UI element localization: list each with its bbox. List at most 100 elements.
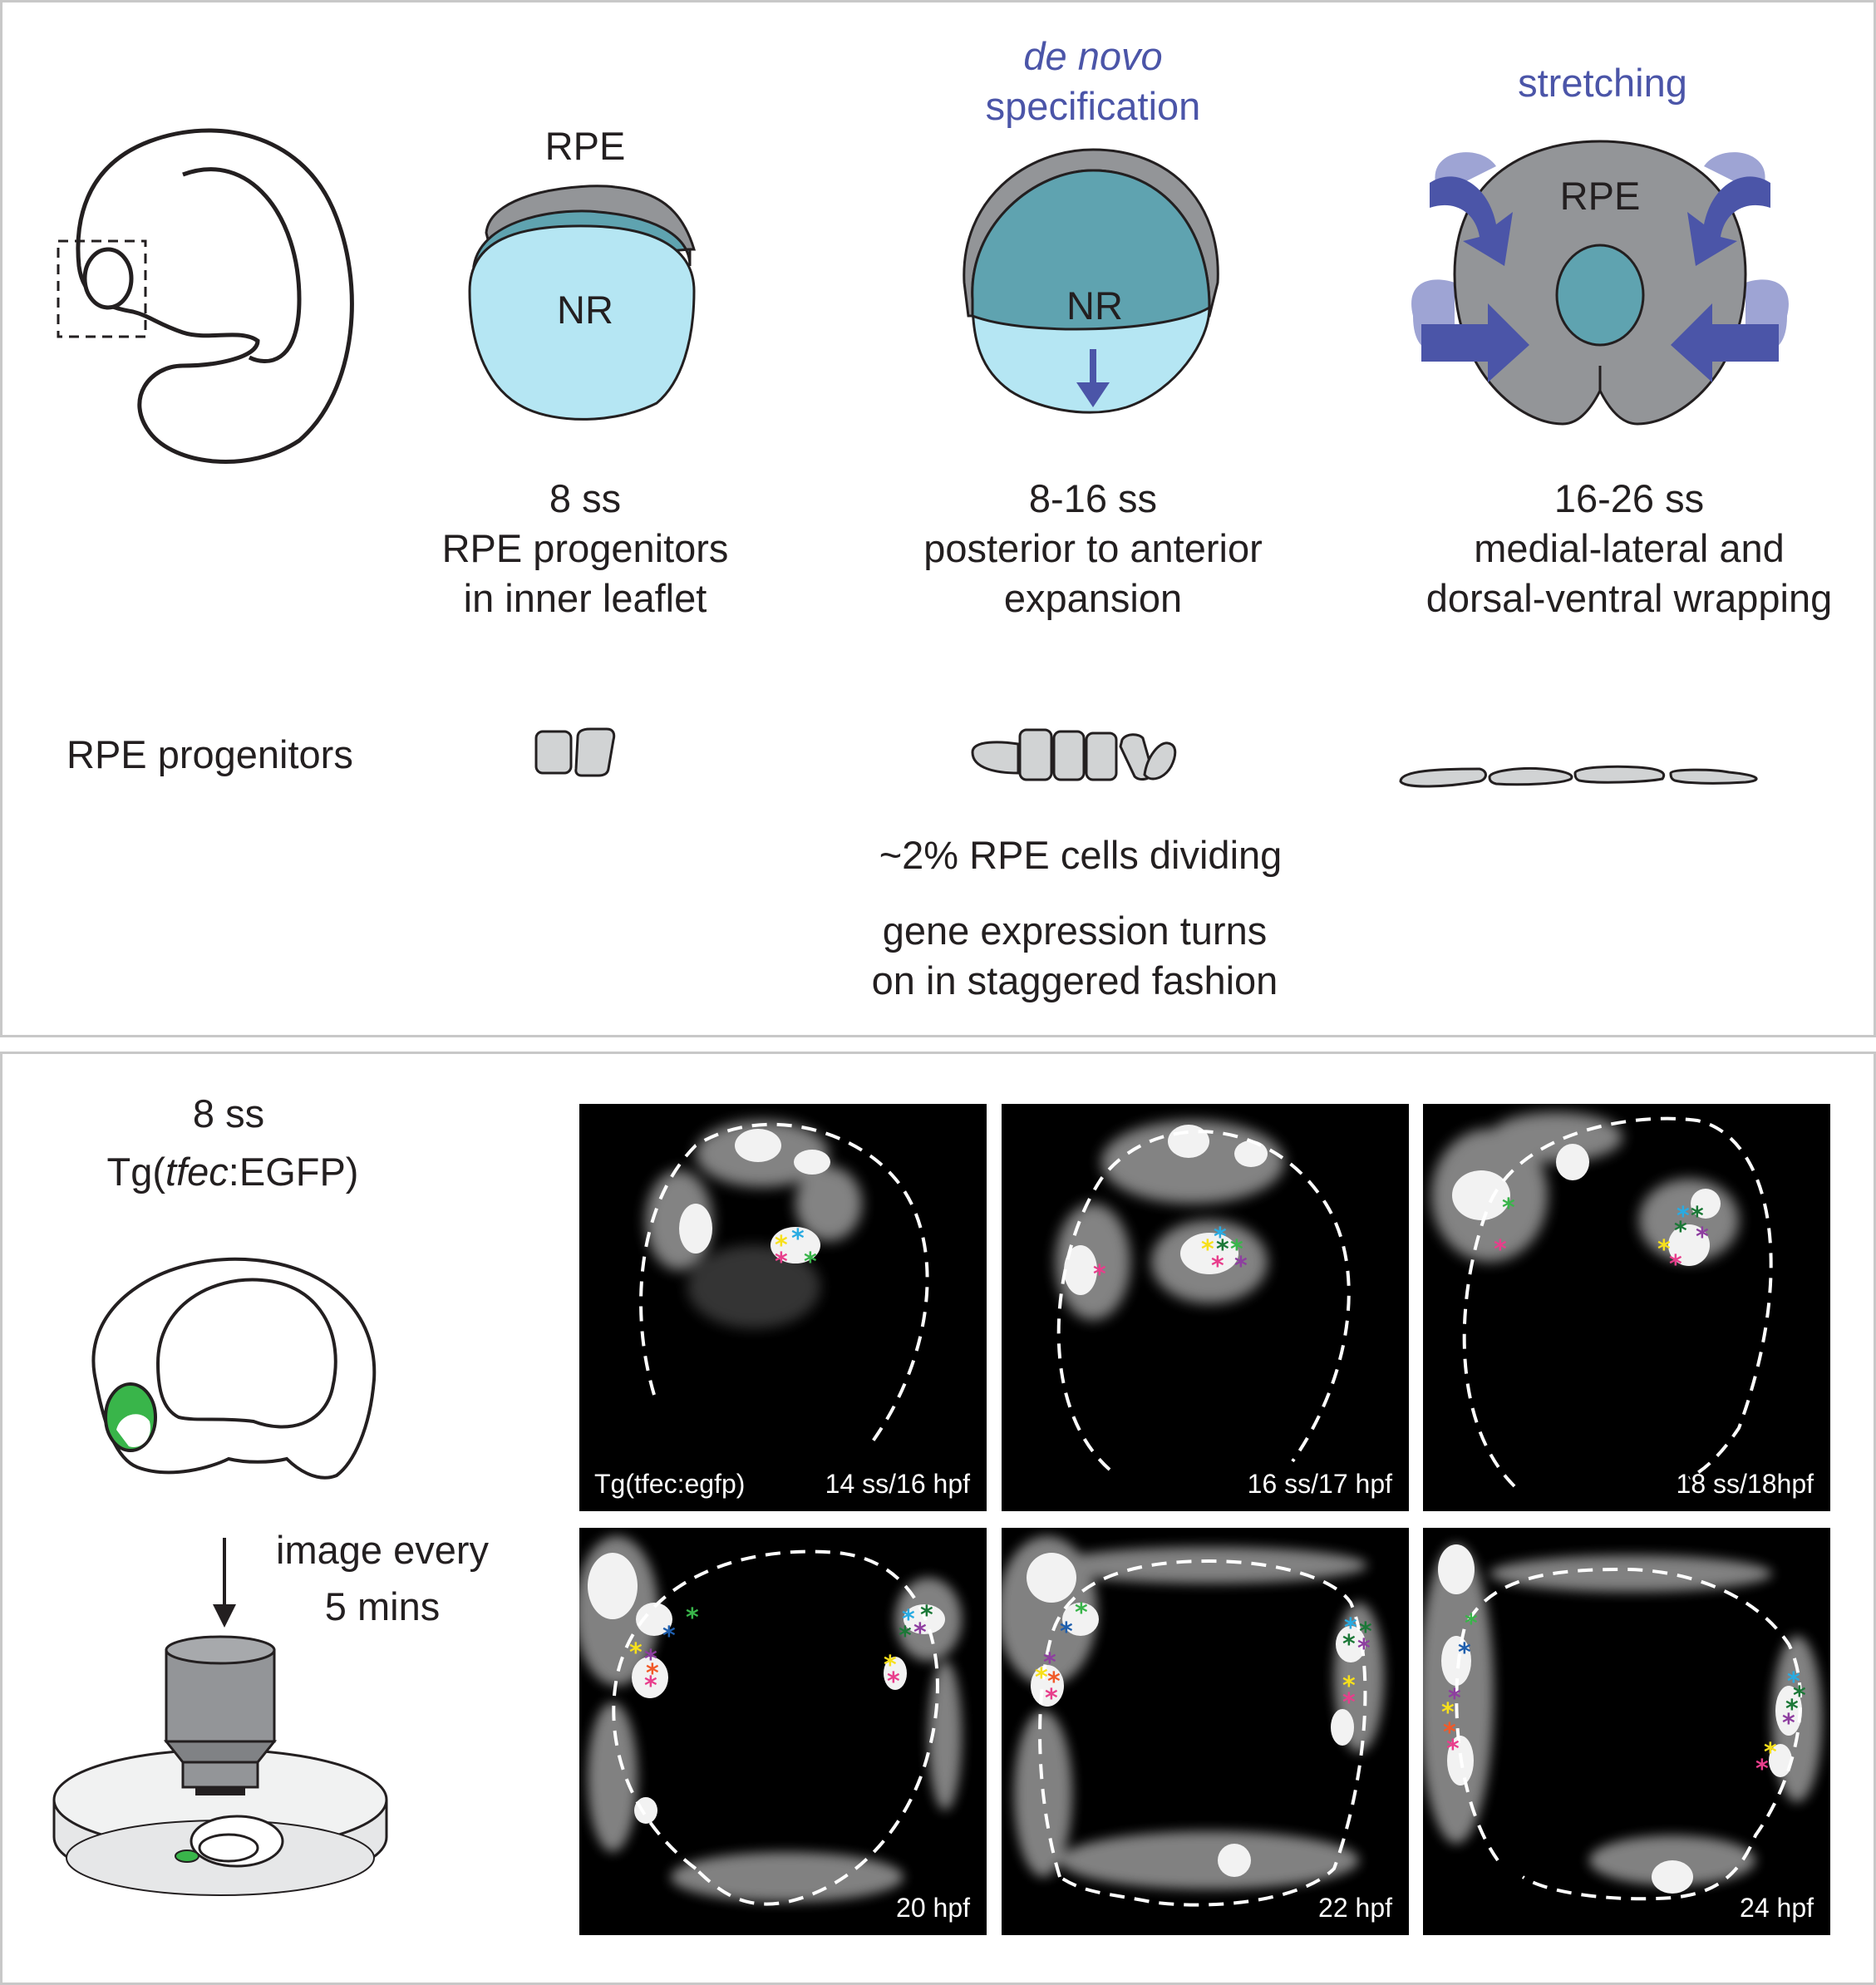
microscopy-overlay-2: * * * * * * * (1056, 1121, 1351, 1471)
svg-text:*: * (1441, 1698, 1455, 1727)
svg-text:*: * (1357, 1634, 1371, 1663)
rpe-label-stage3: RPE (1559, 174, 1641, 218)
svg-text:*: * (1764, 1738, 1777, 1767)
imaging-line1: image every (276, 1528, 489, 1572)
microscopy-overlay-4: ** * * ** * * * * ** (579, 1536, 962, 1906)
microscopy-image-3: * * * * * * * * 18 ss/18hpf (1423, 1104, 1830, 1511)
microscopy-image-6: * * * * * * * * * * * * 24 hpf (1423, 1528, 1830, 1935)
svg-text:*: * (1093, 1260, 1106, 1289)
svg-text:*: * (1234, 1252, 1248, 1281)
svg-text:*: * (1669, 1250, 1682, 1279)
nr-label-stage2: NR (1066, 283, 1123, 328)
svg-text:*: * (1342, 1688, 1356, 1717)
rpe-label-stage1: RPE (544, 124, 626, 168)
svg-text:*: * (1342, 1672, 1356, 1701)
transgene-label: Tg(tfec:EGFP) (58, 1147, 407, 1197)
svg-text:*: * (1344, 1613, 1357, 1643)
stage3-line2: dorsal-ventral wrapping (1425, 576, 1833, 620)
image-4-right-caption: 20 hpf (896, 1893, 970, 1923)
svg-text:*: * (1075, 1598, 1088, 1628)
progenitor-cells-stage2 (971, 728, 1177, 781)
svg-text:*: * (899, 1622, 912, 1651)
svg-text:*: * (1230, 1235, 1243, 1264)
svg-text:*: * (1785, 1695, 1799, 1724)
svg-text:*: * (644, 1645, 657, 1674)
svg-text:*: * (1677, 1202, 1690, 1231)
image-2-right-caption: 16 ss/17 hpf (1247, 1469, 1392, 1499)
svg-text:*: * (646, 1659, 659, 1688)
microscopy-image-5: * * * * * * * * * * * * 22 hpf (1002, 1528, 1409, 1935)
imaging-arrow (213, 1538, 236, 1628)
stretching-heading: stretching (1518, 61, 1687, 105)
gene-expression-line1: gene expression turns (882, 909, 1268, 953)
svg-text:*: * (1043, 1648, 1056, 1677)
svg-text:*: * (775, 1248, 788, 1277)
svg-text:*: * (1342, 1630, 1356, 1659)
svg-text:*: * (1458, 1638, 1471, 1667)
embryo-outline-top (57, 128, 354, 464)
svg-text:*: * (887, 1667, 900, 1697)
transgene-suffix: :EGFP) (228, 1150, 359, 1194)
svg-text:*: * (1060, 1618, 1073, 1647)
svg-text:*: * (1657, 1235, 1671, 1264)
microscopy-image-1: * * * * Tg(tfec:egfp) 14 ss/16 hpf (579, 1104, 987, 1511)
svg-text:*: * (804, 1248, 817, 1277)
stage3-line1: medial-lateral and (1474, 526, 1785, 570)
svg-text:*: * (644, 1672, 657, 1701)
svg-text:*: * (1211, 1252, 1224, 1281)
svg-text:*: * (913, 1618, 927, 1648)
svg-text:*: * (1047, 1667, 1061, 1697)
svg-text:*: * (686, 1603, 699, 1633)
svg-text:*: * (1448, 1684, 1461, 1713)
svg-text:*: * (1793, 1682, 1806, 1711)
image-1-right-caption: 14 ss/16 hpf (825, 1469, 970, 1499)
transgene-italic: tfec (165, 1150, 229, 1194)
specification-heading: specification (985, 84, 1201, 128)
svg-text:*: * (662, 1622, 676, 1651)
de-novo-heading: de novo (1023, 34, 1163, 78)
stage2-line1: posterior to anterior (923, 526, 1263, 570)
bottom-stage-label: 8 ss (192, 1091, 265, 1135)
svg-text:*: * (1674, 1217, 1687, 1246)
svg-text:*: * (1214, 1223, 1227, 1252)
svg-text:*: * (1465, 1609, 1478, 1638)
optic-cup-stage1 (468, 185, 697, 421)
svg-text:*: * (1359, 1618, 1372, 1647)
stage3-ss: 16-26 ss (1553, 476, 1705, 520)
svg-text:*: * (791, 1224, 805, 1254)
progenitor-cells-stage3 (1399, 765, 1758, 788)
embryo-egfp (91, 1257, 377, 1480)
image-3-right-caption: 18 ss/18hpf (1676, 1469, 1814, 1499)
svg-text:*: * (1696, 1223, 1709, 1252)
stage1-line2: in inner leaflet (463, 576, 707, 620)
svg-text:*: * (1035, 1663, 1048, 1692)
progenitor-cells-stage1 (534, 727, 616, 777)
microscopy-overlay-5: ** ** ** * * * * ** (1002, 1536, 1384, 1907)
svg-text:*: * (902, 1605, 915, 1634)
microscopy-image-2: * * * * * * * 16 ss/17 hpf (1002, 1104, 1409, 1511)
svg-text:*: * (1216, 1235, 1229, 1264)
svg-text:*: * (1782, 1709, 1795, 1738)
svg-text:*: * (1502, 1194, 1515, 1223)
image-6-right-caption: 24 hpf (1740, 1893, 1814, 1923)
nr-label-stage1: NR (557, 288, 613, 332)
microscopy-overlay-1: * * * * (639, 1121, 929, 1446)
svg-text:*: * (1755, 1755, 1769, 1784)
imaging-line2: 5 mins (324, 1584, 441, 1628)
svg-text:*: * (1045, 1684, 1058, 1713)
svg-text:*: * (1494, 1235, 1507, 1264)
microscopy-overlay-3: ** * * * * ** (1431, 1112, 1773, 1488)
svg-text:*: * (1691, 1202, 1704, 1231)
stage2-line2: expansion (1003, 576, 1183, 620)
rpe-progenitors-label: RPE progenitors (66, 732, 353, 776)
stage1-line1: RPE progenitors (441, 526, 729, 570)
svg-text:*: * (775, 1231, 788, 1260)
svg-text:*: * (1787, 1667, 1800, 1697)
gene-expression-line2: on in staggered fashion (871, 958, 1278, 1002)
svg-text:*: * (1443, 1718, 1456, 1747)
svg-text:*: * (1201, 1235, 1214, 1264)
microscope-dish (52, 1635, 388, 1896)
image-1-left-caption: Tg(tfec:egfp) (594, 1469, 746, 1499)
image-5-right-caption: 22 hpf (1318, 1893, 1392, 1923)
microscopy-image-4: * * * * * * * * * * * * 20 hpf (579, 1528, 987, 1935)
